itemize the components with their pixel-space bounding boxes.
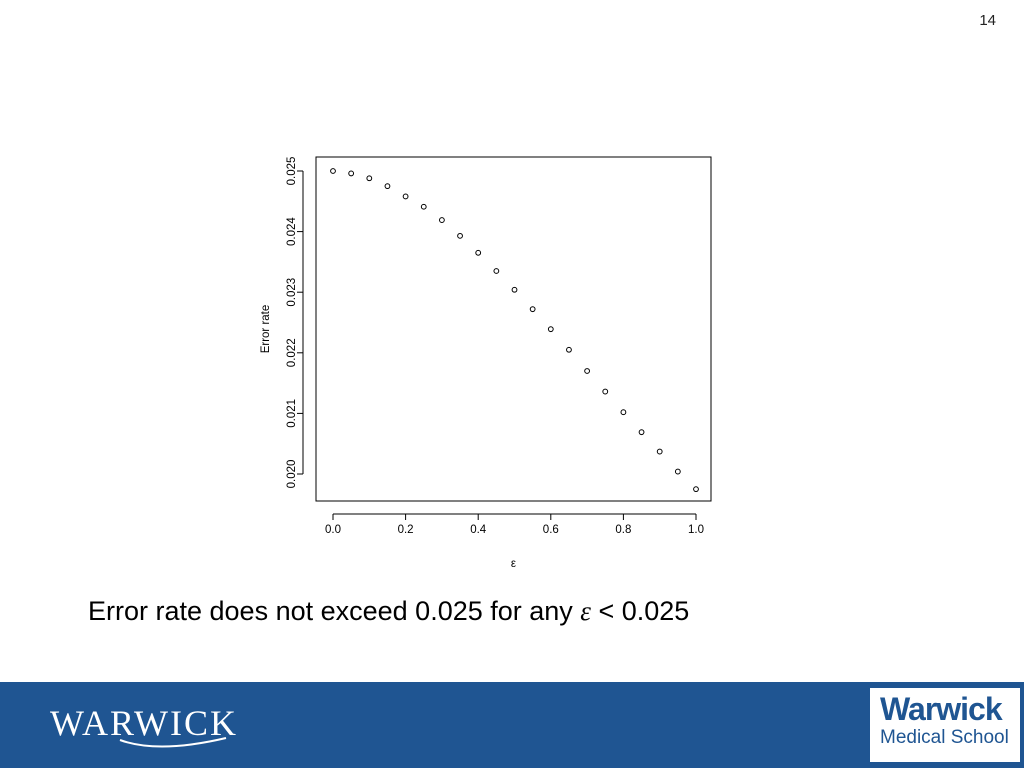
page-number: 14 xyxy=(979,12,996,29)
x-tick-label: 0.2 xyxy=(398,524,414,536)
y-tick-label: 0.023 xyxy=(286,278,298,307)
error-rate-scatter-plot: 0.0 0.2 0.4 0.6 0.8 1.0 0.0200.0210.0220.0230… xyxy=(260,156,712,570)
warwick-medical-school-logo: Warwick Medical School xyxy=(870,688,1020,762)
footer-bar: WARWICK Warwick Medical School xyxy=(0,682,1024,768)
data-point xyxy=(693,486,699,493)
x-tick-label: 0.6 xyxy=(543,524,559,536)
data-point xyxy=(348,170,355,177)
data-point xyxy=(602,388,609,395)
y-tick-label: 0.022 xyxy=(286,338,298,367)
data-point xyxy=(566,346,572,353)
data-point xyxy=(330,168,336,174)
plot-frame xyxy=(315,156,712,502)
caption-epsilon-symbol: ε xyxy=(580,596,591,626)
data-point xyxy=(439,217,445,223)
data-point xyxy=(547,326,554,333)
data-point xyxy=(511,286,518,293)
data-point xyxy=(384,183,391,190)
data-point xyxy=(656,448,663,455)
warwick-logo-swoosh-icon xyxy=(119,737,227,748)
wms-logo-line1: Warwick xyxy=(880,691,1003,727)
caption-text-start: Error rate does not exceed 0.025 for any xyxy=(88,596,581,626)
data-point xyxy=(420,203,427,210)
data-points xyxy=(330,168,699,493)
data-point xyxy=(366,175,373,182)
data-point xyxy=(457,232,463,239)
x-axis-label: ε xyxy=(511,558,516,570)
data-point xyxy=(475,249,482,256)
warwick-logo: WARWICK xyxy=(50,703,238,743)
data-point xyxy=(529,306,536,313)
data-point xyxy=(674,468,681,475)
data-point xyxy=(638,429,645,436)
y-axis-label: Error rate xyxy=(260,305,272,354)
data-point xyxy=(493,268,500,274)
wms-logo-line2: Medical School xyxy=(880,727,1009,748)
y-tick-label: 0.024 xyxy=(286,217,298,246)
slide-caption: Error rate does not exceed 0.025 for any… xyxy=(88,596,689,627)
y-tick-label: 0.020 xyxy=(286,460,298,489)
x-tick-label: 1.0 xyxy=(688,524,704,536)
caption-text-end: < 0.025 xyxy=(590,596,690,626)
data-point xyxy=(584,368,590,374)
data-point xyxy=(620,409,627,416)
data-point xyxy=(402,193,409,200)
x-tick-label: 0.0 xyxy=(325,524,341,536)
y-tick-label: 0.025 xyxy=(286,157,298,186)
y-tick-label: 0.021 xyxy=(286,399,298,428)
x-tick-label: 0.8 xyxy=(615,524,631,536)
x-tick-label: 0.4 xyxy=(470,524,487,536)
x-axis: 0.0 0.2 0.4 0.6 0.8 1.0 xyxy=(325,513,704,536)
y-axis: 0.020 0.021 0.022 0.023 0.024 0.025 xyxy=(286,157,304,489)
